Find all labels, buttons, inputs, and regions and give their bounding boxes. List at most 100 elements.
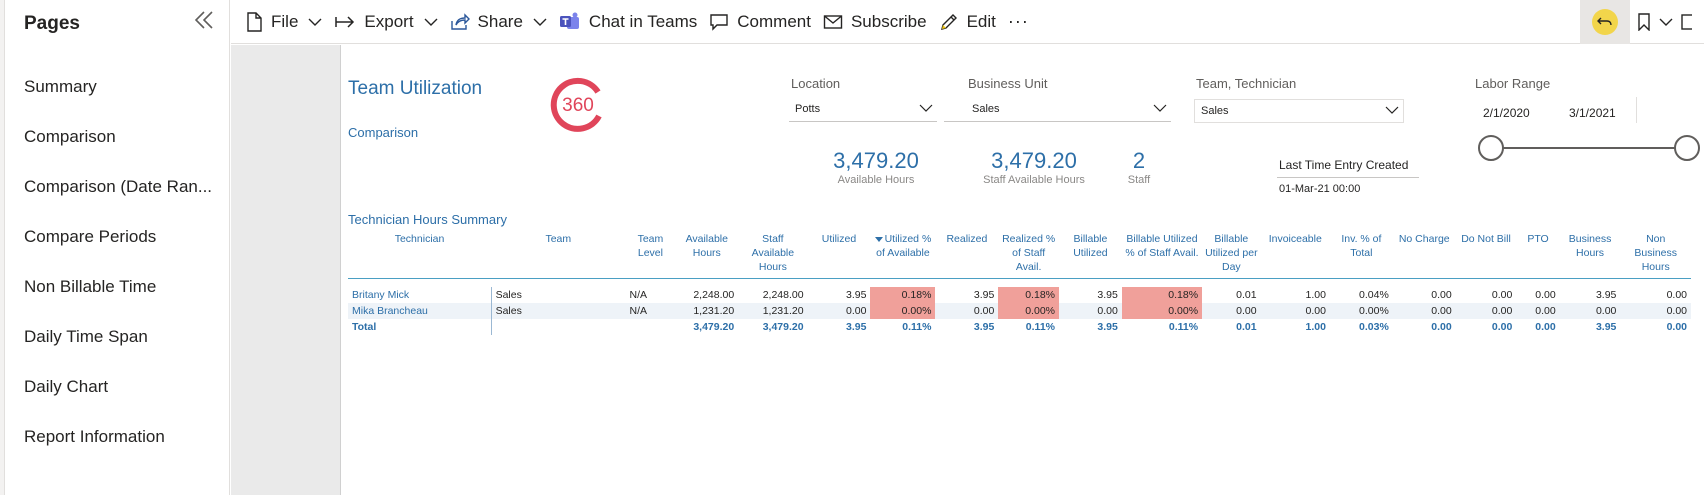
labor-range-end[interactable]: 3/1/2021 xyxy=(1569,106,1616,120)
table-row[interactable]: Mika Brancheau Sales N/A 1,231.20 1,231.… xyxy=(348,302,1691,319)
col-header-billable-utilized-pct[interactable]: Billable Utilized % of Staff Avail. xyxy=(1121,227,1203,279)
last-entry-label: Last Time Entry Created xyxy=(1279,158,1409,172)
col-header-billable-utilized[interactable]: Billable Utilized xyxy=(1059,227,1122,279)
page-item-comparison[interactable]: Comparison xyxy=(24,127,116,146)
col-header-do-not-bill[interactable]: Do Not Bill xyxy=(1455,227,1517,279)
col-header-pto[interactable]: PTO xyxy=(1516,227,1560,279)
labor-range-start-handle[interactable] xyxy=(1478,135,1504,161)
svg-text:360: 360 xyxy=(562,95,594,116)
col-header-no-charge[interactable]: No Charge xyxy=(1392,227,1456,279)
total-non-business-hours: 0.00 xyxy=(1666,320,1687,333)
col-header-available-hours[interactable]: Available Hours xyxy=(675,227,739,279)
col-header-staff-available-hours[interactable]: Staff Available Hours xyxy=(738,227,808,279)
collapse-pane-icon[interactable] xyxy=(192,8,216,32)
location-slicer[interactable]: Potts xyxy=(789,98,937,122)
comment-button[interactable]: Comment xyxy=(703,0,817,44)
chat-in-teams-button[interactable]: Chat in Teams xyxy=(553,0,703,44)
last-entry-divider xyxy=(1277,177,1419,178)
more-options-button[interactable]: ··· xyxy=(1002,0,1035,44)
chevron-down-icon xyxy=(1153,104,1167,112)
export-icon xyxy=(335,15,355,28)
page-item-daily-time-span[interactable]: Daily Time Span xyxy=(24,327,148,346)
table-total-row: Total 3,479.20 3,479.20 3.95 0.11% 3.95 … xyxy=(348,318,1691,335)
page-item-comparison-date-range[interactable]: Comparison (Date Ran... xyxy=(24,177,213,196)
file-menu-button[interactable]: File xyxy=(239,0,328,44)
cell-realized: 0.00 xyxy=(935,302,999,319)
cell-utilized: 3.95 xyxy=(845,288,867,301)
cell-business-hours: 3.95 xyxy=(1595,288,1617,301)
file-icon xyxy=(247,11,262,32)
col-header-billable-per-day[interactable]: Billable Utilized per Day xyxy=(1202,227,1261,279)
chat-in-teams-label: Chat in Teams xyxy=(588,11,698,31)
reset-button[interactable] xyxy=(1580,0,1630,44)
comment-label: Comment xyxy=(737,11,811,31)
view-panel-icon[interactable] xyxy=(1680,0,1704,44)
cell-team-level: N/A xyxy=(629,288,647,301)
cell-available-hours: 2,248.00 xyxy=(693,288,735,301)
edit-button[interactable]: Edit xyxy=(933,0,1002,44)
chevron-down-icon xyxy=(308,18,322,26)
labor-range-start[interactable]: 2/1/2020 xyxy=(1483,106,1530,120)
col-header-invoiceable[interactable]: Invoiceable xyxy=(1260,227,1330,279)
total-pto: 0.00 xyxy=(1535,320,1556,333)
col-header-utilized-pct[interactable]: Utilized % of Available xyxy=(870,227,936,279)
cell-available-hours: 1,231.20 xyxy=(675,302,739,319)
cell-technician: Britany Mick xyxy=(352,288,410,301)
col-header-utilized[interactable]: Utilized xyxy=(807,227,871,279)
business-unit-slicer[interactable]: Sales xyxy=(944,98,1171,122)
col-header-inv-pct[interactable]: Inv. % of Total xyxy=(1329,227,1393,279)
pane-edge xyxy=(0,0,5,495)
chevron-down-icon xyxy=(533,18,547,26)
total-business-hours: 3.95 xyxy=(1595,320,1617,333)
page-item-daily-chart[interactable]: Daily Chart xyxy=(24,377,109,396)
total-invoiceable: 1.00 xyxy=(1305,320,1326,333)
staff-count-value: 2 xyxy=(1132,148,1146,173)
business-unit-slicer-label: Business Unit xyxy=(968,76,1048,91)
total-team-level xyxy=(625,319,675,335)
pages-pane: Pages Summary Comparison Comparison (Dat… xyxy=(0,0,230,495)
more-options-icon: ··· xyxy=(1007,11,1029,31)
toolbar-right xyxy=(1580,0,1704,44)
col-header-realized[interactable]: Realized xyxy=(935,227,999,279)
col-header-realized-pct[interactable]: Realized % of Staff Avail. xyxy=(998,227,1059,279)
mail-icon xyxy=(823,14,843,29)
cell-non-business-hours: 0.00 xyxy=(1620,302,1691,319)
col-header-team[interactable]: Team xyxy=(491,227,626,279)
cell-team: Sales xyxy=(490,286,626,303)
cell-no-charge: 0.00 xyxy=(1392,302,1456,319)
page-item-non-billable-time[interactable]: Non Billable Time xyxy=(24,277,157,296)
cell-invoiceable: 0.00 xyxy=(1260,302,1330,319)
business-unit-slicer-value: Sales xyxy=(972,103,1000,115)
page-item-summary[interactable]: Summary xyxy=(24,77,97,96)
col-header-non-business-hours[interactable]: Non Business Hours xyxy=(1620,227,1691,279)
subscribe-button[interactable]: Subscribe xyxy=(817,0,933,44)
col-header-business-hours[interactable]: Business Hours xyxy=(1559,227,1621,279)
report-title: Team Utilization xyxy=(348,78,483,99)
team-technician-slicer-value: Sales xyxy=(1201,105,1229,117)
cell-inv-pct: 0.04% xyxy=(1359,288,1389,301)
cell-staff-available-hours: 2,248.00 xyxy=(762,288,804,301)
cell-utilized-pct: 0.18% xyxy=(870,286,936,303)
page-item-compare-periods[interactable]: Compare Periods xyxy=(24,227,157,246)
total-utilized: 3.95 xyxy=(845,320,867,333)
report-subtitle: Comparison xyxy=(348,125,419,140)
cell-pto: 0.00 xyxy=(1535,288,1556,301)
chevron-down-icon xyxy=(919,104,933,112)
cell-billable-per-day: 0.01 xyxy=(1236,288,1257,301)
cell-realized: 3.95 xyxy=(973,288,995,301)
cell-staff-available-hours: 1,231.20 xyxy=(738,302,808,319)
table-row[interactable]: Britany Mick Sales N/A 2,248.00 2,248.00… xyxy=(348,286,1691,303)
cell-technician: Mika Brancheau xyxy=(348,302,492,319)
page-item-report-information[interactable]: Report Information xyxy=(24,427,165,446)
team-technician-slicer[interactable]: Sales xyxy=(1194,99,1404,123)
col-header-team-level[interactable]: Team Level xyxy=(625,227,676,279)
labor-range-slider-track[interactable] xyxy=(1491,147,1687,149)
bookmark-button[interactable] xyxy=(1630,0,1680,44)
export-menu-button[interactable]: Export xyxy=(328,0,443,44)
labor-range-end-handle[interactable] xyxy=(1674,135,1700,161)
total-do-not-bill: 0.00 xyxy=(1491,320,1513,333)
col-header-technician[interactable]: Technician xyxy=(348,227,492,279)
table-title: Technician Hours Summary xyxy=(348,212,507,227)
share-menu-button[interactable]: Share xyxy=(444,0,553,44)
date-divider xyxy=(1636,97,1637,123)
